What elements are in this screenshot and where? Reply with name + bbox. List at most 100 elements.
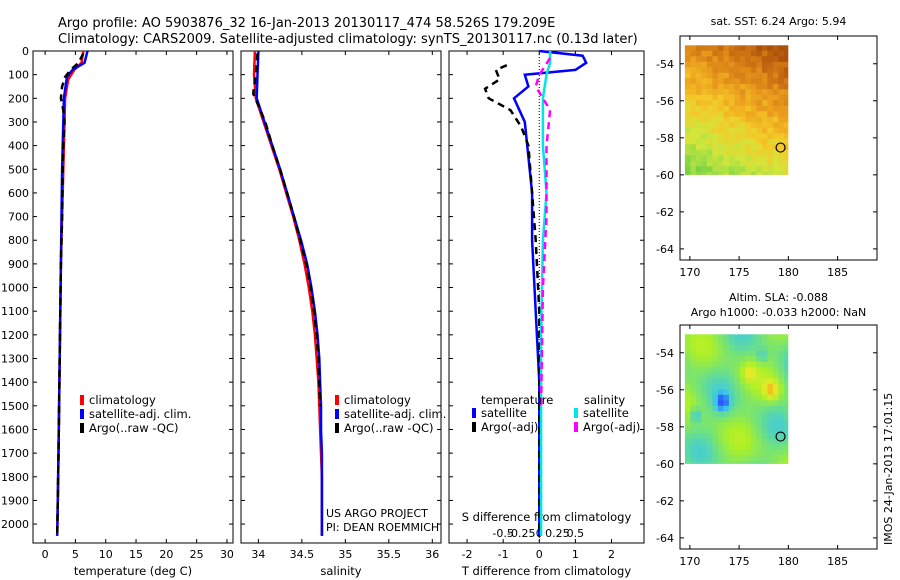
heatmap-cell: [717, 78, 724, 85]
y-tick-label: 600: [8, 187, 29, 200]
heatmap-cell: [761, 422, 768, 429]
heatmap-cell: [684, 422, 691, 429]
heatmap-cell: [712, 56, 719, 63]
heatmap-cell: [778, 405, 785, 412]
heatmap-cell: [761, 460, 768, 464]
temperature-panel: 0 5 10 15 20 25 30 temperature (deg C) 0 100 200 30…: [1, 45, 234, 578]
heatmap-cell: [750, 155, 757, 162]
heatmap-cell: [695, 45, 702, 52]
heatmap-cell: [695, 56, 702, 63]
heatmap-cell: [701, 345, 708, 352]
legend-label: climatology: [89, 393, 156, 407]
heatmap-cell: [772, 72, 779, 79]
heatmap-cell: [706, 127, 713, 134]
heatmap-cell: [778, 345, 785, 352]
heatmap-cell: [750, 56, 757, 63]
heatmap-cell: [701, 56, 708, 63]
heatmap-cell: [778, 383, 785, 390]
heatmap-cell: [695, 372, 702, 379]
heatmap-cell: [690, 334, 697, 341]
heatmap-cell: [778, 334, 785, 341]
heatmap-cell: [761, 383, 768, 390]
heatmap-cell: [734, 350, 741, 357]
y-tick-label: 900: [8, 258, 29, 271]
heatmap-cell: [706, 171, 713, 175]
heatmap-cell: [734, 405, 741, 412]
heatmap-cell: [745, 449, 752, 456]
heatmap-cell: [739, 356, 746, 363]
heatmap-cell: [712, 72, 719, 79]
heatmap-cell: [745, 83, 752, 90]
heatmap-cell: [701, 422, 708, 429]
heatmap-cell: [772, 383, 779, 390]
heatmap-cell: [723, 155, 730, 162]
heatmap-cell: [734, 133, 741, 140]
series-line-argo-raw-qc: [55, 52, 85, 536]
heatmap-cell: [706, 50, 713, 57]
heatmap-cell: [701, 72, 708, 79]
heatmap-cell: [772, 111, 779, 118]
heatmap-cell: [723, 50, 730, 57]
heatmap-cell: [701, 149, 708, 156]
heatmap-cell: [717, 460, 724, 464]
heatmap-cell: [739, 100, 746, 107]
heatmap-cell: [767, 155, 774, 162]
heatmap-cell: [772, 356, 779, 363]
heatmap-cell: [783, 56, 789, 63]
heatmap-cell: [739, 56, 746, 63]
heatmap-cell: [778, 339, 785, 346]
heatmap-cell: [767, 72, 774, 79]
heatmap-cell: [690, 433, 697, 440]
heatmap-cell: [756, 133, 763, 140]
heatmap-cell: [701, 372, 708, 379]
heatmap-cell: [772, 394, 779, 401]
heatmap-cell: [783, 411, 789, 418]
heatmap-cell: [706, 133, 713, 140]
heatmap-cell: [717, 83, 724, 90]
heatmap-cell: [734, 160, 741, 167]
heatmap-cell: [734, 422, 741, 429]
heatmap-cell: [717, 378, 724, 385]
heatmap-cell: [783, 105, 789, 112]
heatmap-cell: [695, 427, 702, 434]
x-tick-label: 30: [220, 548, 234, 561]
heatmap-cell: [756, 122, 763, 129]
heatmap-cell: [712, 372, 719, 379]
heatmap-cell: [772, 160, 779, 167]
heatmap-cell: [684, 383, 691, 390]
heatmap-cell: [701, 61, 708, 68]
heatmap-cell: [756, 160, 763, 167]
heatmap-cell: [756, 166, 763, 173]
heatmap-cell: [728, 61, 735, 68]
heatmap-cell: [712, 438, 719, 445]
heatmap-cell: [701, 155, 708, 162]
heatmap-cell: [717, 171, 724, 175]
heatmap-cell: [750, 144, 757, 151]
heatmap-cell: [739, 61, 746, 68]
heatmap-cell: [756, 383, 763, 390]
heatmap-cell: [723, 171, 730, 175]
heatmap-cell: [783, 460, 789, 464]
heatmap-cell: [772, 361, 779, 368]
heatmap-cell: [712, 127, 719, 134]
heatmap-cell: [783, 72, 789, 79]
heatmap-cell: [772, 345, 779, 352]
map-x-tick-label: 180: [778, 266, 799, 279]
heatmap-cell: [783, 83, 789, 90]
heatmap-cell: [701, 460, 708, 464]
heatmap-cell: [723, 372, 730, 379]
heatmap-cell: [701, 444, 708, 451]
y-tick-label: 0: [22, 45, 29, 58]
heatmap-cell: [684, 50, 691, 57]
heatmap-cell: [778, 400, 785, 407]
heatmap-cell: [717, 89, 724, 96]
heatmap-cell: [690, 94, 697, 101]
heatmap-cell: [684, 138, 691, 145]
heatmap-cell: [734, 356, 741, 363]
heatmap-cell: [767, 449, 774, 456]
heatmap-cell: [723, 383, 730, 390]
heatmap-cell: [728, 133, 735, 140]
heatmap-cell: [767, 422, 774, 429]
heatmap-cell: [690, 372, 697, 379]
map-y-tick-label: -54: [656, 58, 674, 71]
